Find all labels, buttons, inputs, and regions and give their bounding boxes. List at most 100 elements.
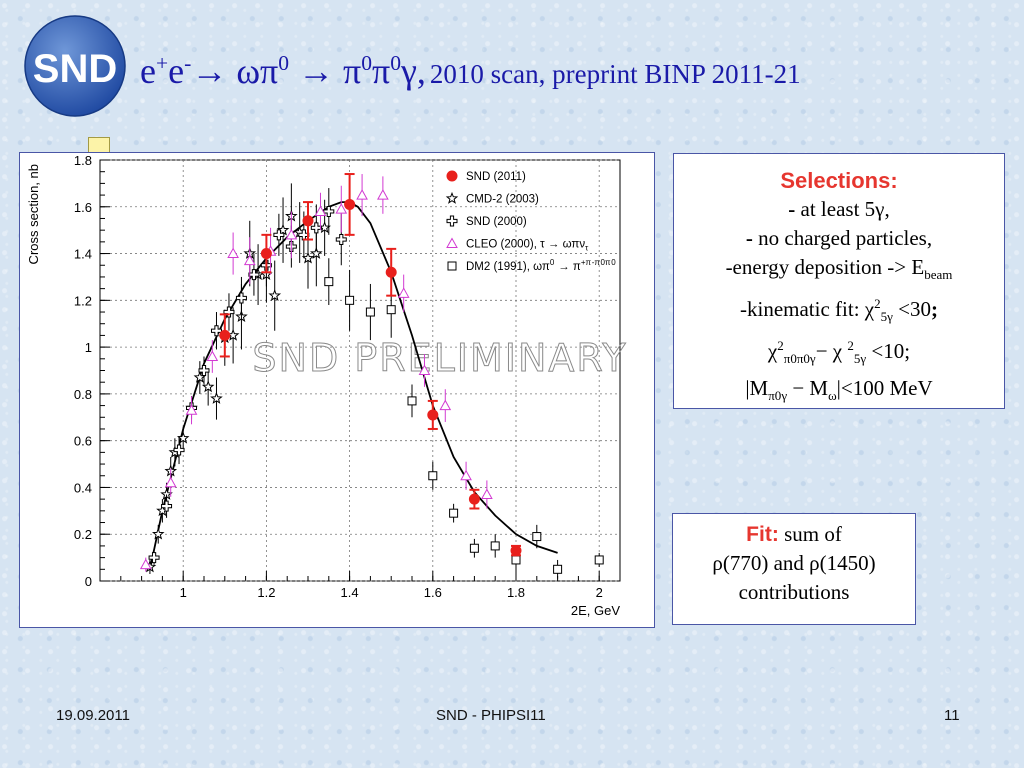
point-cleo-2000 <box>418 364 431 375</box>
point-cleo-2000 <box>285 228 298 240</box>
point-snd-2000 <box>248 269 260 281</box>
watermark-text: SND PRELIMINARY <box>252 336 627 380</box>
point-dm2-1991-0-0-0 <box>532 532 542 542</box>
legend-label-cleo-2000: CLEO (2000), τ → ωπντ <box>466 239 589 253</box>
selections-heading: Selections: <box>780 168 898 193</box>
point-snd-2000 <box>198 365 210 376</box>
fit-box: Fit: sum of ρ(770) and ρ(1450) contribut… <box>672 513 916 625</box>
point-snd-2011 <box>219 329 231 341</box>
legend-marker-snd-2000 <box>446 215 458 227</box>
x-tick-label: 1.8 <box>507 585 525 600</box>
y-axis-label: Cross section, nb <box>26 164 41 264</box>
title-reaction: e+e-→ ωπ0 → π0π0γ, <box>140 51 426 91</box>
point-dm2-1991-0-0-0 <box>345 295 355 305</box>
selection-line-6: |Mπ0γ − Mω|<100 MeV <box>745 375 933 403</box>
legend-marker-dm2-1991-0-0-0 <box>447 261 457 271</box>
x-tick-label: 2 <box>596 585 603 600</box>
point-dm2-1991-0-0-0 <box>449 508 459 518</box>
point-snd-2011 <box>427 409 439 421</box>
legend-label-snd-2011: SND (2011) <box>466 171 526 183</box>
selection-line-3: -energy deposition -> Ebeam <box>725 255 953 283</box>
footer-date: 19.09.2011 <box>56 707 130 724</box>
cross-section-chart: 1 1.2 1.4 1.6 1.8 2 0 0.2 0.4 0.6 0.8 1 1.2 1.4 1.6 1.8… <box>26 153 627 618</box>
logo-text: SND <box>33 47 117 91</box>
point-snd-2000 <box>148 552 160 564</box>
selection-line-1: - at least 5γ, <box>788 197 890 221</box>
selection-line-4: -kinematic fit: χ25γ <30; <box>740 296 938 325</box>
point-cleo-2000 <box>377 189 389 200</box>
point-dm2-1991-0-0-0 <box>365 307 375 317</box>
legend-marker-cmd-2-2003 <box>445 191 459 204</box>
point-dm2-1991-0-0-0 <box>407 396 417 406</box>
point-cleo-2000 <box>397 287 410 298</box>
point-snd-2000 <box>335 234 347 246</box>
point-cleo-2000 <box>356 189 368 200</box>
point-dm2-1991-0-0-0 <box>324 277 334 287</box>
point-dm2-1991-0-0-0 <box>594 555 604 565</box>
snd-logo: SND <box>24 15 126 117</box>
chart-panel: 1 1.2 1.4 1.6 1.8 2 0 0.2 0.4 0.6 0.8 1 1.2 1.4 1.6 1.8… <box>19 152 655 628</box>
point-snd-2000 <box>223 306 235 318</box>
point-cleo-2000 <box>164 476 177 488</box>
title-scan: 2010 scan, preprint BINP 2011-21 <box>429 59 801 89</box>
point-snd-2000 <box>173 444 185 456</box>
x-axis-label: 2E, GeV <box>571 603 620 618</box>
point-cmd-2-2003 <box>151 527 165 540</box>
point-cleo-2000 <box>439 399 452 411</box>
point-cleo-2000 <box>206 350 219 361</box>
legend-label-snd-2000: SND (2000) <box>466 216 527 228</box>
y-tick-label: 1.6 <box>74 200 92 215</box>
selections-box: Selections: - at least 5γ, - no charged … <box>673 153 1005 409</box>
point-cleo-2000 <box>460 469 472 481</box>
legend-marker-cleo-2000 <box>446 237 458 248</box>
point-snd-2011 <box>344 198 356 210</box>
point-snd-2011 <box>510 545 522 557</box>
point-snd-2011 <box>468 493 480 505</box>
point-cleo-2000 <box>243 254 256 266</box>
fit-text-2: ρ(770) and ρ(1450) <box>712 551 876 575</box>
fit-heading: Fit: <box>746 523 779 546</box>
point-snd-2011 <box>385 266 397 278</box>
selection-line-2: - no charged particles, <box>745 226 933 250</box>
x-tick-label: 1.4 <box>341 585 359 600</box>
legend-label-dm2-1991-0-0-0: DM2 (1991), ωπ0 → π+π -π 0π 0 <box>466 258 616 273</box>
point-dm2-1991-0-0-0 <box>428 471 438 481</box>
footer-page-number: 11 <box>944 707 960 724</box>
point-snd-2011 <box>260 248 272 260</box>
point-cmd-2-2003 <box>201 380 215 393</box>
point-cleo-2000 <box>481 488 493 499</box>
point-cmd-2-2003 <box>268 289 282 302</box>
x-tick-label: 1.2 <box>257 585 275 600</box>
point-snd-2000 <box>310 222 322 234</box>
y-tick-label: 1.4 <box>74 247 92 262</box>
legend-marker-snd-2011 <box>446 170 458 182</box>
point-snd-2011 <box>302 215 314 227</box>
y-tick-label: 1.8 <box>74 153 92 168</box>
point-cleo-2000 <box>139 558 152 570</box>
point-dm2-1991-0-0-0 <box>511 555 521 565</box>
point-snd-2000 <box>235 292 247 304</box>
fit-text-1: sum of <box>784 522 842 546</box>
point-dm2-1991-0-0-0 <box>386 305 396 315</box>
y-tick-label: 1 <box>85 340 92 355</box>
x-tick-label: 1.6 <box>424 585 442 600</box>
y-tick-label: 0.4 <box>74 480 92 495</box>
y-tick-label: 1.2 <box>74 293 92 308</box>
fit-text-3: contributions <box>738 580 850 604</box>
plot-area <box>99 159 621 582</box>
footer-center: SND - PHIPSI11 <box>436 707 546 724</box>
point-dm2-1991-0-0-0 <box>469 543 479 553</box>
point-snd-2000 <box>210 325 222 337</box>
selection-line-5: χ2π0π0γ− χ 25γ <10; <box>767 338 911 367</box>
point-snd-2000 <box>273 229 285 241</box>
legend-label-cmd-2-2003: CMD-2 (2003) <box>466 194 539 206</box>
y-tick-label: 0.6 <box>74 434 92 449</box>
point-snd-2000 <box>161 500 173 512</box>
point-dm2-1991-0-0-0 <box>553 564 563 574</box>
point-cleo-2000 <box>227 247 239 259</box>
point-snd-2000 <box>323 205 335 217</box>
point-cleo-2000 <box>314 205 327 216</box>
point-cleo-2000 <box>185 404 198 415</box>
y-tick-label: 0.8 <box>74 387 92 402</box>
point-cleo-2000 <box>335 203 348 214</box>
